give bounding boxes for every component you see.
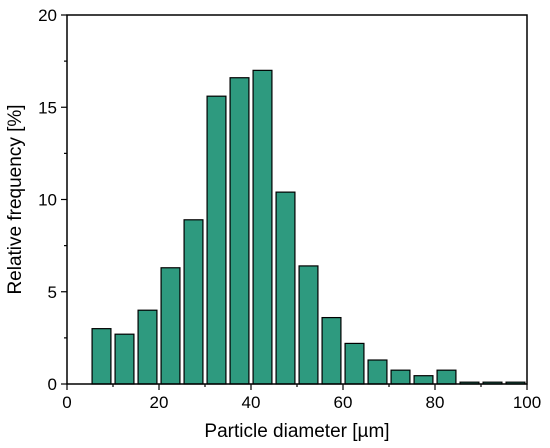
bar-3 — [160, 267, 181, 385]
bar-14 — [413, 375, 434, 385]
bar-7 — [252, 69, 273, 385]
bar-12 — [367, 359, 388, 385]
bars-group — [91, 69, 526, 385]
y-axis-title: Relative frequency [%] — [5, 104, 26, 294]
bar-9 — [298, 265, 319, 385]
y-tick-label-5: 5 — [48, 283, 57, 302]
x-tick-label-100: 100 — [513, 393, 541, 412]
bar-5 — [206, 95, 227, 385]
x-tick-label-40: 40 — [242, 393, 261, 412]
bar-11 — [344, 342, 365, 385]
bar-15 — [436, 369, 457, 385]
bar-13 — [390, 369, 411, 385]
x-tick-label-80: 80 — [426, 393, 445, 412]
bar-1 — [114, 333, 135, 385]
bar-10 — [321, 316, 342, 385]
bar-6 — [229, 77, 250, 385]
y-tick-label-10: 10 — [38, 191, 57, 210]
y-tick-label-20: 20 — [38, 6, 57, 25]
plot-frame — [66, 14, 528, 385]
x-tick-label-0: 0 — [62, 393, 71, 412]
bar-0 — [91, 328, 112, 385]
bar-2 — [137, 309, 158, 385]
x-tick-label-20: 20 — [150, 393, 169, 412]
x-axis-title: Particle diameter [µm] — [204, 421, 389, 442]
bar-4 — [183, 219, 204, 385]
x-tick-label-60: 60 — [334, 393, 353, 412]
y-tick-label-15: 15 — [38, 98, 57, 117]
y-tick-label-0: 0 — [48, 375, 57, 394]
bar-8 — [275, 191, 296, 385]
